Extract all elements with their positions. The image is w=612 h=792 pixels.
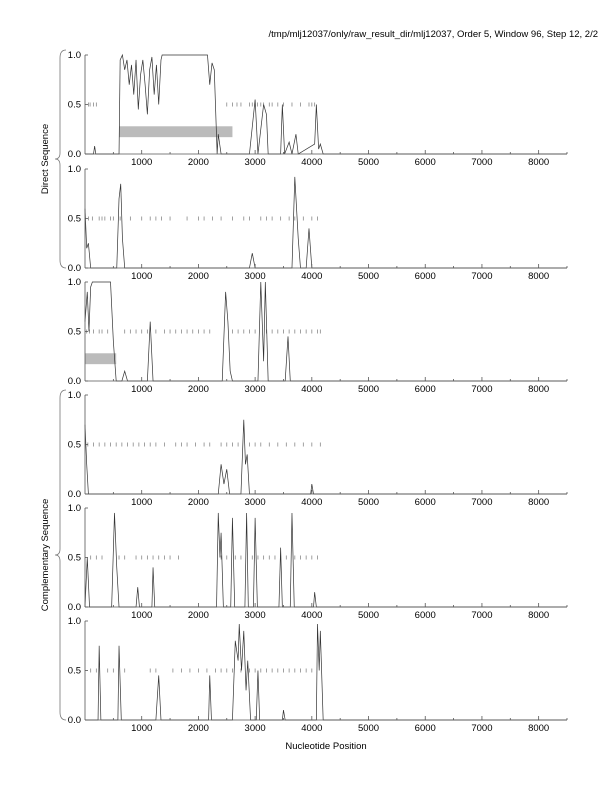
complementary-sequence-brace (54, 389, 67, 721)
x-tick-label: 7000 (471, 610, 492, 621)
y-tick-label: 0.5 (68, 100, 81, 111)
direct-sequence-brace (54, 49, 67, 269)
y-tick-label: 0.5 (68, 214, 81, 225)
x-tick-label: 3000 (245, 497, 266, 508)
y-tick-label: 0.0 (68, 376, 81, 387)
y-tick-label: 1.0 (68, 390, 81, 401)
y-tick-label: 0.0 (68, 149, 81, 160)
x-tick-label: 6000 (415, 271, 436, 282)
x-tick-label: 5000 (358, 610, 379, 621)
y-tick-label: 1.0 (68, 164, 81, 175)
coding-potential-curve (84, 419, 567, 495)
x-tick-label: 4000 (301, 384, 322, 395)
x-tick-label: 3000 (245, 723, 266, 734)
x-tick-label: 3000 (245, 271, 266, 282)
x-tick-label: 8000 (528, 157, 549, 168)
panel-4: 0.0 0.5 1.0 1000 2000 3000 4000 5000 6000 7000 800… (68, 390, 568, 508)
x-tick-label: 1000 (131, 271, 152, 282)
coding-potential-curve (84, 176, 567, 269)
y-tick-label: 0.5 (68, 440, 81, 451)
x-tick-label: 8000 (528, 610, 549, 621)
coding-potential-curve (85, 53, 567, 155)
x-tick-label: 4000 (301, 610, 322, 621)
x-tick-label: 3000 (245, 157, 266, 168)
x-tick-label: 4000 (301, 497, 322, 508)
y-tick-label: 1.0 (68, 503, 81, 514)
x-tick-label: 6000 (415, 610, 436, 621)
panel-2: 0.0 0.5 1.0 1000 2000 3000 4000 5000 6000 7000 800… (68, 164, 568, 282)
direct-sequence-label: Direct Sequence (40, 124, 51, 194)
y-tick-label: 0.0 (68, 602, 81, 613)
x-tick-label: 5000 (358, 497, 379, 508)
x-tick-label: 6000 (415, 723, 436, 734)
x-axis-label: Nucleotide Position (285, 741, 366, 752)
x-tick-label: 5000 (358, 271, 379, 282)
x-tick-label: 1000 (131, 384, 152, 395)
x-tick-label: 2000 (188, 497, 209, 508)
x-tick-label: 6000 (415, 157, 436, 168)
x-tick-label: 4000 (301, 271, 322, 282)
coding-region-box (85, 353, 117, 365)
x-tick-label: 3000 (245, 384, 266, 395)
x-tick-label: 2000 (188, 384, 209, 395)
x-tick-label: 6000 (415, 384, 436, 395)
y-tick-label: 0.5 (68, 666, 81, 677)
coding-potential-curve (84, 512, 567, 608)
x-tick-label: 5000 (358, 157, 379, 168)
x-tick-label: 7000 (471, 271, 492, 282)
x-tick-label: 8000 (528, 723, 549, 734)
y-tick-label: 1.0 (68, 616, 81, 627)
coding-region-box (119, 126, 233, 138)
coding-potential-curve (85, 623, 567, 721)
y-tick-label: 1.0 (68, 277, 81, 288)
x-tick-label: 5000 (358, 384, 379, 395)
x-tick-label: 6000 (415, 497, 436, 508)
x-tick-label: 7000 (471, 157, 492, 168)
x-tick-label: 2000 (188, 157, 209, 168)
x-tick-label: 8000 (528, 497, 549, 508)
complementary-sequence-label: Complementary Sequence (40, 499, 51, 611)
y-tick-label: 0.0 (68, 489, 81, 500)
x-tick-label: 7000 (471, 384, 492, 395)
x-tick-label: 5000 (358, 723, 379, 734)
x-tick-label: 4000 (301, 723, 322, 734)
y-tick-label: 0.5 (68, 553, 81, 564)
panel-1: 0.0 0.5 1.0 1000 2000 3000 4000 5000 6000 7000 800… (68, 50, 568, 168)
x-tick-label: 7000 (471, 497, 492, 508)
x-tick-label: 2000 (188, 723, 209, 734)
y-tick-label: 0.0 (68, 715, 81, 726)
panel-6: 0.0 0.5 1.0 1000 2000 3000 4000 5000 6000 7000 800… (68, 616, 568, 734)
x-tick-label: 7000 (471, 723, 492, 734)
chart-title: /tmp/mlj12037/only/raw_result_dir/mlj120… (268, 29, 599, 40)
x-tick-label: 1000 (131, 723, 152, 734)
x-tick-label: 3000 (245, 610, 266, 621)
x-tick-label: 4000 (301, 157, 322, 168)
y-tick-label: 1.0 (68, 50, 81, 61)
x-tick-label: 1000 (131, 497, 152, 508)
x-tick-label: 1000 (131, 157, 152, 168)
x-tick-label: 2000 (188, 610, 209, 621)
panel-3: 0.0 0.5 1.0 1000 2000 3000 4000 5000 6000 7000 800… (68, 277, 568, 395)
x-tick-label: 8000 (528, 271, 549, 282)
x-tick-label: 1000 (131, 610, 152, 621)
x-tick-label: 2000 (188, 271, 209, 282)
x-tick-label: 8000 (528, 384, 549, 395)
y-tick-label: 0.0 (68, 263, 81, 274)
y-tick-label: 0.5 (68, 327, 81, 338)
panel-5: 0.0 0.5 1.0 1000 2000 3000 4000 5000 6000 7000 800… (68, 503, 568, 621)
coding-potential-curve (84, 281, 567, 382)
